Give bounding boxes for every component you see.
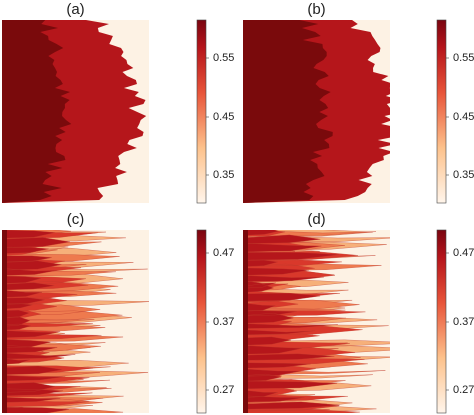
panel-label: (b) (307, 1, 325, 18)
panel-label: (a) (66, 1, 84, 18)
colorbar-tick-label: 0.35 (213, 169, 234, 181)
colorbar-tick-label: 0.45 (213, 111, 234, 123)
panel-image (2, 230, 149, 413)
colorbar-tick-label: 0.37 (453, 316, 474, 328)
colorbar-tick-label: 0.554 (453, 52, 474, 64)
finger-region (243, 230, 340, 410)
colorbar-tick-label: 0.27 (453, 384, 474, 396)
colorbar (436, 229, 447, 414)
colorbar (196, 229, 207, 414)
wall (2, 230, 7, 413)
colorbar (436, 19, 447, 204)
panel-label: (d) (307, 211, 325, 228)
colorbar-tick-label: 0.27 (213, 384, 234, 396)
colorbar-tick-label: 0.47 (213, 247, 234, 259)
finger-region (2, 230, 76, 413)
panel-image (243, 20, 390, 203)
colorbar-tick-label: 0.354 (453, 169, 474, 181)
front-inner (243, 20, 333, 203)
panel-image (2, 20, 147, 203)
panel-image (243, 230, 390, 413)
colorbar-tick-label: 0.37 (213, 316, 234, 328)
colorbar-tick-label: 0.47 (453, 247, 474, 259)
colorbar (196, 19, 207, 204)
panel-label: (c) (67, 211, 85, 228)
colorbar-tick-label: 0.55 (213, 52, 234, 64)
wall (243, 230, 248, 413)
colorbar-tick-label: 0.454 (453, 111, 474, 123)
front-inner (2, 20, 72, 203)
